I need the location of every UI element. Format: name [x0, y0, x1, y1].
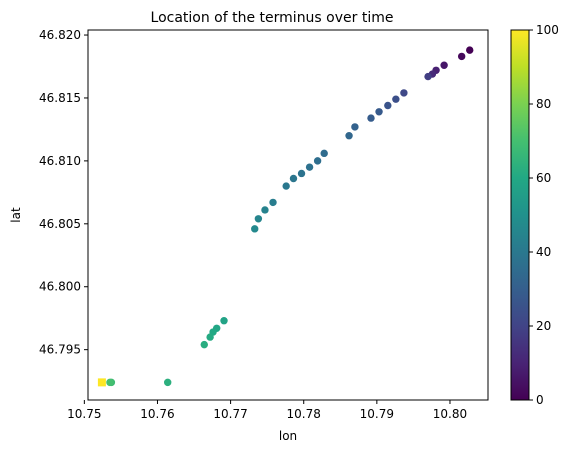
colorbar-tick-label: 0 [536, 393, 544, 407]
data-point [206, 333, 213, 340]
plot-area-frame [88, 30, 488, 400]
data-point [106, 379, 113, 386]
data-point [400, 89, 407, 96]
data-point [282, 182, 289, 189]
data-point [392, 96, 399, 103]
y-tick-label: 46.820 [39, 28, 81, 42]
data-point [384, 102, 391, 109]
data-point [261, 206, 268, 213]
x-tick-label: 10.77 [213, 407, 247, 421]
data-point [298, 170, 305, 177]
data-point [290, 175, 297, 182]
data-point [458, 53, 465, 60]
colorbar-tick-label: 100 [536, 23, 559, 37]
data-point [367, 114, 374, 121]
data-point [320, 150, 327, 157]
data-point [269, 199, 276, 206]
colorbar-tick-label: 20 [536, 319, 551, 333]
colorbar-ticks: 0 20 40 60 80 100 [529, 23, 559, 407]
data-point [255, 215, 262, 222]
data-point [466, 46, 473, 53]
chart-title: Location of the terminus over time [151, 10, 394, 26]
data-point [345, 132, 352, 139]
data-point [251, 225, 258, 232]
data-point [424, 73, 431, 80]
y-tick-label: 46.805 [39, 217, 81, 231]
data-point [201, 341, 208, 348]
y-tick-label: 46.800 [39, 280, 81, 294]
x-tick-label: 10.79 [360, 407, 394, 421]
data-point [98, 378, 106, 386]
data-point [220, 317, 227, 324]
data-point [440, 62, 447, 69]
x-tick-label: 10.76 [140, 407, 174, 421]
colorbar-tick-label: 80 [536, 97, 551, 111]
data-point [351, 123, 358, 130]
data-point [314, 157, 321, 164]
data-points [98, 46, 474, 386]
x-axis-label: lon [279, 429, 297, 443]
x-tick-label: 10.75 [67, 407, 101, 421]
y-tick-label: 46.795 [39, 343, 81, 357]
x-tick-label: 10.78 [287, 407, 321, 421]
colorbar [511, 30, 529, 400]
x-tick-label: 10.80 [433, 407, 467, 421]
x-axis-ticks: 10.75 10.76 10.77 10.78 10.79 10.80 [67, 400, 467, 421]
data-point [375, 108, 382, 115]
y-axis-label: lat [9, 207, 23, 223]
y-axis-ticks: 46.795 46.800 46.805 46.810 46.815 46.820 [39, 28, 88, 357]
data-point [306, 163, 313, 170]
y-tick-label: 46.815 [39, 91, 81, 105]
colorbar-tick-label: 60 [536, 171, 551, 185]
colorbar-tick-label: 40 [536, 245, 551, 259]
data-point [164, 379, 171, 386]
y-tick-label: 46.810 [39, 154, 81, 168]
